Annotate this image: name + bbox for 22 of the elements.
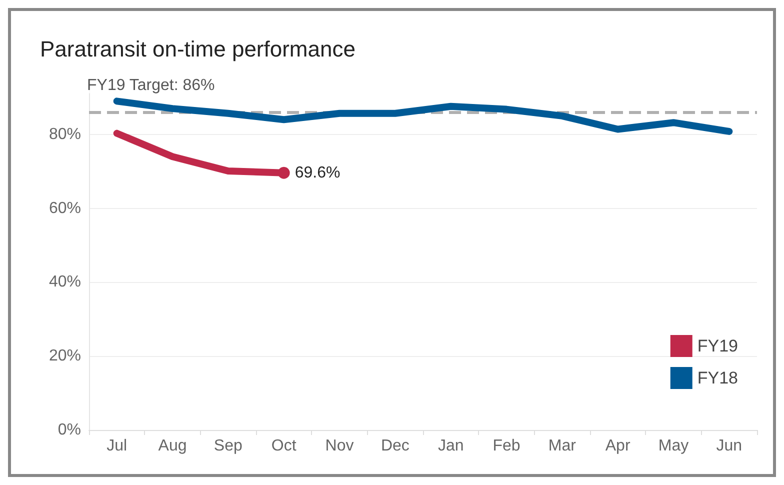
x-tick-label: Jul	[106, 438, 128, 454]
legend-label: FY19	[697, 336, 738, 356]
x-tick-label: Aug	[158, 438, 187, 454]
x-tick-label: Apr	[605, 438, 631, 454]
x-tick-label: Jan	[438, 438, 464, 454]
y-tick-label: 60%	[48, 200, 81, 217]
x-tick-label: Sep	[214, 438, 243, 454]
y-tick-label: 0%	[58, 422, 81, 438]
x-tick-label: Oct	[271, 438, 297, 454]
y-tick-label: 20%	[48, 348, 81, 365]
x-tick-label: Jun	[716, 438, 742, 454]
x-tick-label: May	[658, 438, 689, 454]
y-tick-label: 40%	[48, 274, 81, 291]
x-tick-label: Nov	[325, 438, 354, 454]
legend-label: FY18	[697, 368, 738, 388]
x-tick-label: Feb	[492, 438, 520, 454]
chart-title: Paratransit on-time performance	[40, 36, 356, 62]
ref-line-label: FY19 Target: 86%	[87, 76, 215, 94]
x-tick-label: Dec	[380, 438, 410, 454]
y-tick-label: 80%	[48, 126, 81, 143]
data-label: 69.6%	[294, 164, 340, 182]
x-tick-label: Mar	[548, 438, 577, 454]
